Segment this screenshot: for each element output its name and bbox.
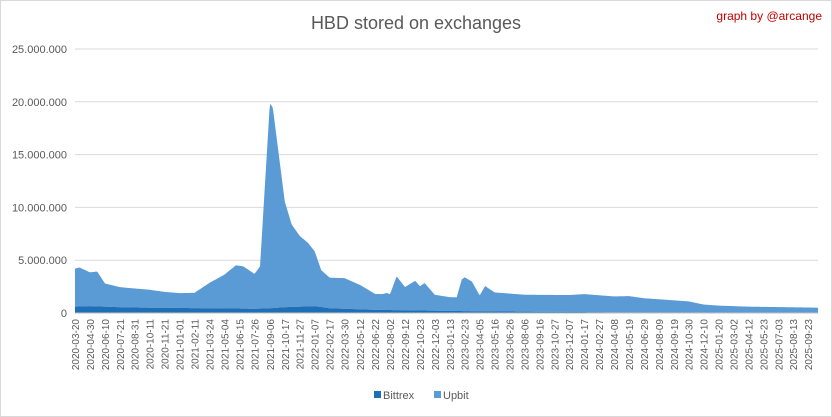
x-tick-label: 2024-09-19 xyxy=(670,319,681,371)
x-tick-label: 2025-09-23 xyxy=(804,319,815,371)
x-tick-label: 2021-07-26 xyxy=(251,319,262,371)
x-tick-label: 2025-05-23 xyxy=(759,319,770,371)
x-tick-label: 2022-10-23 xyxy=(416,319,427,371)
y-tick-label: 20.000.000 xyxy=(12,97,67,109)
x-tick-label: 2021-09-06 xyxy=(266,319,277,371)
x-tick-label: 2022-03-30 xyxy=(341,319,352,371)
y-axis-tick-labels: 0 5.000.000 10.000.000 15.000.000 20.000.000… xyxy=(12,44,67,320)
x-tick-label: 2024-02-27 xyxy=(595,319,606,371)
x-tick-label: 2025-01-20 xyxy=(715,319,726,371)
x-tick-label: 2020-06-10 xyxy=(101,319,112,371)
x-tick-label: 2023-05-16 xyxy=(491,319,502,371)
x-tick-label: 2024-06-29 xyxy=(640,319,651,371)
credit-annotation: graph by @arcange xyxy=(716,9,822,23)
legend-label: Bittrex xyxy=(383,390,415,402)
y-tick-label: 5.000.000 xyxy=(18,255,67,267)
x-tick-label: 2023-09-16 xyxy=(535,319,546,371)
y-tick-label: 0 xyxy=(61,308,67,320)
chart-title: HBD stored on exchanges xyxy=(311,13,521,33)
x-tick-label: 2021-02-11 xyxy=(191,319,202,370)
legend-label: Upbit xyxy=(443,390,469,402)
x-tick-label: 2024-12-10 xyxy=(700,319,711,371)
x-tick-label: 2022-01-07 xyxy=(311,319,322,371)
x-tick-label: 2022-06-22 xyxy=(371,319,382,371)
series-area-upbit xyxy=(75,103,818,313)
x-tick-label: 2020-08-31 xyxy=(131,319,142,371)
x-tick-label: 2020-11-21 xyxy=(161,319,172,370)
x-tick-label: 2025-08-13 xyxy=(789,319,800,371)
x-tick-label: 2025-04-12 xyxy=(744,319,755,371)
x-tick-label: 2023-01-13 xyxy=(446,319,457,371)
x-tick-label: 2022-09-12 xyxy=(401,319,412,371)
x-tick-label: 2021-01-01 xyxy=(176,319,187,371)
x-tick-label: 2022-02-17 xyxy=(326,319,337,371)
x-tick-label: 2020-10-11 xyxy=(146,319,157,370)
x-tick-label: 2023-08-06 xyxy=(520,319,531,371)
x-tick-label: 2021-03-24 xyxy=(205,319,216,371)
x-tick-label: 2021-05-04 xyxy=(220,319,231,371)
x-tick-label: 2021-10-17 xyxy=(281,319,292,371)
y-tick-label: 25.000.000 xyxy=(12,44,67,56)
series-area-bittrex xyxy=(75,306,818,313)
legend-swatch xyxy=(374,391,381,398)
x-tick-label: 2022-05-12 xyxy=(356,319,367,371)
x-tick-label: 2023-06-26 xyxy=(506,319,517,371)
area-series xyxy=(75,103,818,314)
gridlines xyxy=(75,48,818,314)
x-tick-label: 2024-04-08 xyxy=(610,319,621,371)
legend-swatch xyxy=(434,391,441,398)
x-tick-label: 2021-06-15 xyxy=(236,319,247,371)
x-tick-label: 2024-08-09 xyxy=(655,319,666,371)
y-tick-label: 10.000.000 xyxy=(12,202,67,214)
x-tick-label: 2020-07-21 xyxy=(116,319,127,371)
x-tick-label: 2025-03-02 xyxy=(730,319,741,371)
legend: Bittrex Upbit xyxy=(374,390,469,402)
x-tick-label: 2020-04-30 xyxy=(86,319,97,371)
x-tick-label: 2023-04-05 xyxy=(476,319,487,371)
x-tick-label: 2021-11-27 xyxy=(296,319,307,370)
x-tick-label: 2024-10-30 xyxy=(685,319,696,371)
x-tick-label: 2023-12-07 xyxy=(565,319,576,371)
x-tick-label: 2023-10-27 xyxy=(550,319,561,371)
y-tick-label: 15.000.000 xyxy=(12,150,67,162)
x-axis-tick-labels: 2020-03-20 2020-04-30 2020-06-10 2020-07-21… xyxy=(71,319,815,371)
x-tick-label: 2022-12-03 xyxy=(431,319,442,371)
x-tick-label: 2025-07-03 xyxy=(774,319,785,371)
x-tick-label: 2024-05-19 xyxy=(625,319,636,371)
x-tick-label: 2024-01-17 xyxy=(580,319,591,371)
x-tick-label: 2023-02-23 xyxy=(461,319,472,371)
x-tick-label: 2020-03-20 xyxy=(71,319,82,371)
x-tick-label: 2022-08-02 xyxy=(386,319,397,371)
